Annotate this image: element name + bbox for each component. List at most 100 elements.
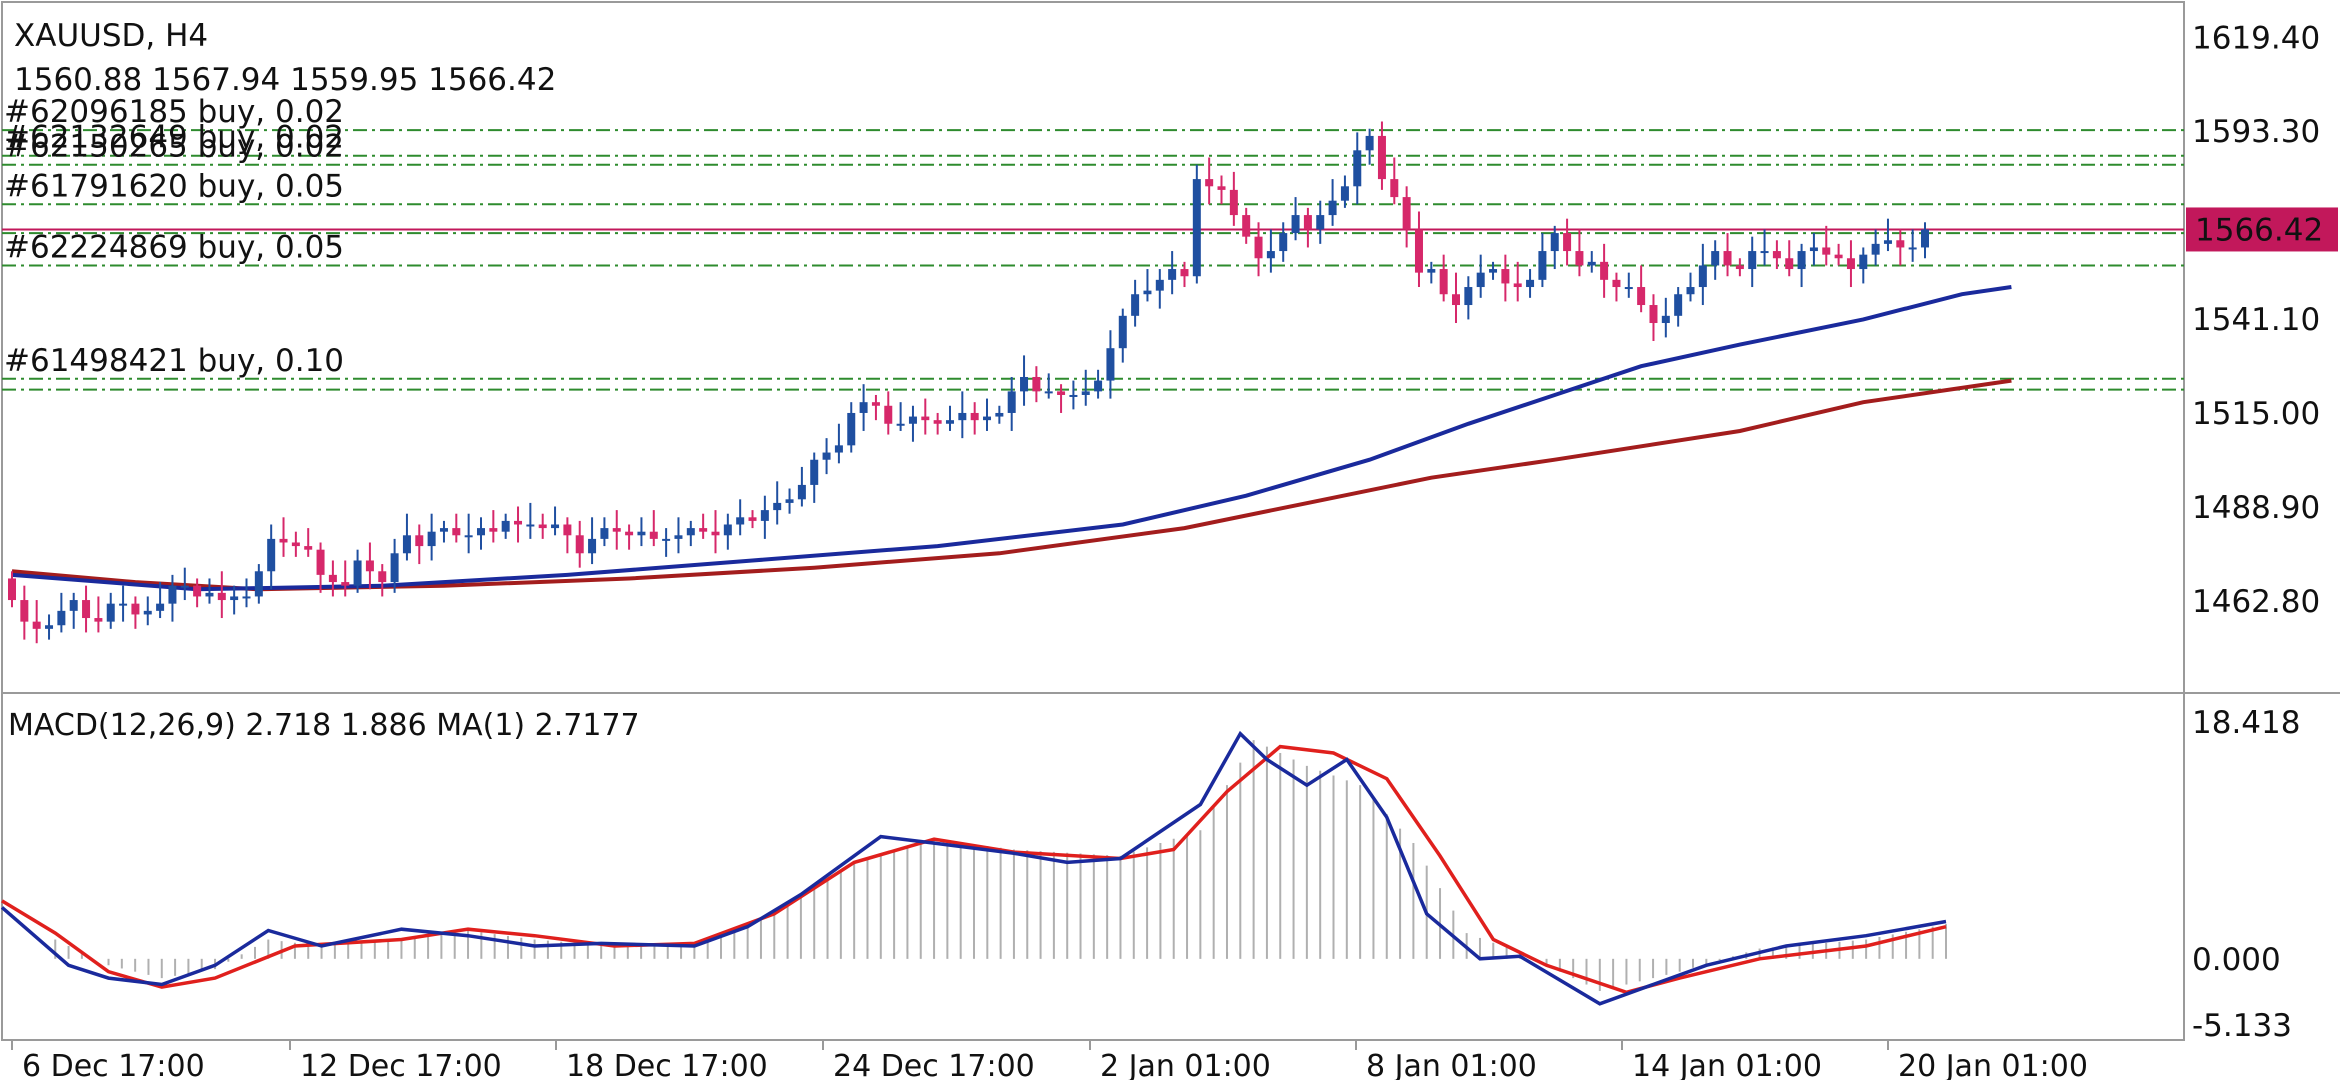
candle-body [45,625,54,629]
candle-body [119,603,128,606]
candle-body [612,528,621,532]
candle-body [1131,294,1140,316]
candle-body [1180,269,1189,277]
candle-body [217,592,226,601]
candle-body [1526,279,1535,288]
macd-main-line [0,730,1947,1006]
macd-label: MACD(12,26,9) 2.718 1.886 MA(1) 2.7177 [8,708,640,743]
price-chart-area: 1619.40 1593.30 1541.10 1515.00 1488.90 1462.… [1,1,2340,1041]
candle-body [1229,189,1238,216]
candle-body [156,603,165,611]
candle-body [1661,315,1670,324]
candle-body [1883,240,1892,244]
candle-body [699,528,708,532]
candle-body [1785,258,1794,270]
candle-body [526,524,535,527]
candle-body [1340,186,1349,201]
candle-body [1513,283,1522,288]
candle-body [563,524,572,536]
candle-body [1007,391,1016,413]
candle-body [1192,179,1201,277]
candle-body [649,531,658,539]
candle-body [847,412,856,446]
candle-body [1390,179,1399,198]
price-tick-label: 1619.40 [2192,20,2320,56]
candle-body [390,553,399,583]
candle-body [1563,233,1572,252]
candle-body [230,596,239,601]
candle-body [501,520,510,532]
candle-body [427,531,436,547]
time-tick-label: 24 Dec 17:00 [833,1049,1035,1080]
candle-body [1772,251,1781,259]
candle-body [1032,376,1041,392]
candle-body [279,538,288,543]
candle-body [896,423,905,426]
candle-body [859,402,868,413]
candle-body [797,484,806,500]
candle-body [1735,265,1744,270]
candle-body [464,535,473,538]
candle-body [662,538,671,541]
macd-tick-label: -5.133 [2192,1008,2292,1044]
candle-body [1859,254,1868,270]
candle-body [1476,272,1485,288]
candle-body [341,582,350,586]
candle-body [884,405,893,424]
candle-body [415,535,424,547]
time-tick-label: 12 Dec 17:00 [300,1049,502,1080]
time-tick-label: 14 Jan 01:00 [1632,1049,1822,1080]
candle-body [995,412,1004,417]
candle-body [785,499,794,503]
candle-body [1575,251,1584,266]
candle-body [983,416,992,421]
candle-body [588,538,597,554]
candle-body [402,535,411,554]
candle-body [1871,243,1880,255]
candle-body [1291,215,1300,234]
macd-tick-label: 0.000 [2192,942,2281,978]
current-price-badge [2186,207,2338,252]
candle-body [1365,135,1374,151]
candle-body [69,600,78,611]
symbol-label: XAUUSD, H4 [14,18,209,54]
candle-body [1464,287,1473,306]
candle-body [1587,261,1596,266]
candle-body [1489,269,1498,273]
candle-body [1168,269,1177,280]
candle-body [168,585,177,604]
candle-body [1686,287,1695,295]
candle-body [1217,186,1226,190]
price-tick-label: 1593.30 [2192,114,2320,150]
ohlc-label: 1560.88 1567.94 1559.95 1566.42 [14,62,557,98]
candle-body [711,531,720,536]
candle-body [723,524,732,536]
candle-body [1538,251,1547,280]
candle-body [1057,391,1066,395]
candle-body [1908,247,1917,250]
plot-frame [1,1,2185,1041]
candle-body [773,502,782,511]
candle-body [760,510,769,521]
candle-body [822,452,831,460]
time-tick-label: 6 Dec 17:00 [22,1049,205,1080]
candle-body [316,549,325,575]
candle-body [1118,315,1127,349]
candle-body [1094,380,1103,392]
order-label: #62150265 buy, 0.02 [4,129,344,165]
time-tick-label: 18 Dec 17:00 [566,1049,768,1080]
candle-body [1834,254,1843,259]
candle-body [1637,287,1646,306]
candle-body [921,416,930,421]
candle-body [1377,135,1386,180]
price-tick-label: 1515.00 [2192,396,2320,432]
candle-body [1921,229,1929,248]
candle-body [291,542,300,547]
candle-body [1612,279,1621,288]
candle-body [1624,287,1633,290]
candle-body [378,571,387,583]
candle-body [1316,215,1325,230]
candle-body [674,535,683,539]
candle-body [1143,290,1152,295]
order-label: #62132649 buy, 0.02 [4,120,344,156]
